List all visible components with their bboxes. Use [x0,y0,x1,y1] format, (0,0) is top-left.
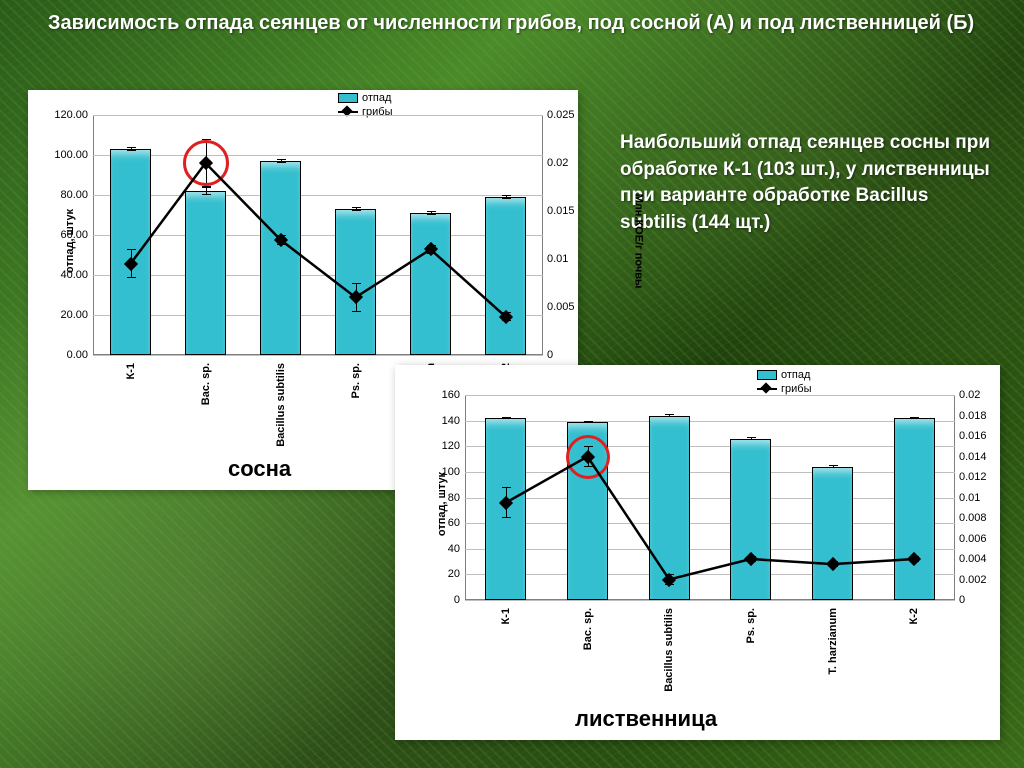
y2-tick: 0.02 [959,389,997,401]
y-axis-label: отпад, штук [436,471,448,535]
x-tick-label: Bacillus subtilis [275,363,287,447]
y2-tick: 0.004 [959,553,997,565]
y-tick: 140 [415,415,460,427]
legend-bar-swatch [757,370,777,380]
y-tick: 100.00 [43,149,88,161]
y-tick: 120 [415,440,460,452]
y-tick: 0.00 [43,349,88,361]
x-tick-label: Bac. sp. [200,363,212,405]
y2-axis-label: Млн.КОЕ/г почвы [632,194,644,289]
y-tick: 160 [415,389,460,401]
slide-title: Зависимость отпада сеянцев от численност… [48,10,984,37]
chart-b-title: лиственница [575,706,717,732]
legend-bar-label: отпад [362,92,391,104]
y-tick: 40 [415,543,460,555]
chart-b-plot: 02040608010012014016000.0020.0040.0060.0… [465,395,955,600]
y-tick: 80.00 [43,189,88,201]
line-series [93,115,543,355]
y2-tick: 0.01 [959,492,997,504]
x-tick-label: Ps. sp. [350,363,362,398]
x-tick-label: Bac. sp. [582,608,594,650]
y-tick: 20 [415,568,460,580]
chart-a-title: сосна [228,456,291,482]
x-tick-label: T. harzianum [827,608,839,675]
y2-tick: 0.005 [547,301,585,313]
y2-tick: 0.006 [959,533,997,545]
y-axis-label: отпад, штук [64,209,76,273]
y2-tick: 0.002 [959,574,997,586]
y2-tick: 0.014 [959,451,997,463]
y2-tick: 0 [547,349,585,361]
line-series [465,395,955,600]
x-tick-label: Bacillus subtilis [663,608,675,692]
y2-tick: 0.02 [547,157,585,169]
legend-line-label: грибы [781,383,811,395]
legend-bar-label: отпад [781,369,810,381]
y-tick: 120.00 [43,109,88,121]
y2-tick: 0.012 [959,471,997,483]
legend-line-swatch [757,384,777,394]
y2-tick: 0 [959,594,997,606]
chart-b-panel: отпад грибы 02040608010012014016000.0020… [395,365,1000,740]
x-tick-label: К-1 [500,608,512,625]
annotation-text: Наибольший отпад сеянцев сосны при обраб… [620,130,994,236]
y-tick: 20.00 [43,309,88,321]
y2-tick: 0.008 [959,512,997,524]
chart-a-plot: 0.0020.0040.0060.0080.00100.00120.0000.0… [93,115,543,355]
y2-tick: 0.018 [959,410,997,422]
y2-tick: 0.016 [959,430,997,442]
chart-b-legend: отпад грибы [757,369,811,395]
legend-bar-swatch [338,93,358,103]
y-tick: 0 [415,594,460,606]
x-tick-label: Ps. sp. [745,608,757,643]
x-tick-label: К-2 [908,608,920,625]
y2-tick: 0.01 [547,253,585,265]
y2-tick: 0.025 [547,109,585,121]
y2-tick: 0.015 [547,205,585,217]
x-tick-label: К-1 [125,363,137,380]
